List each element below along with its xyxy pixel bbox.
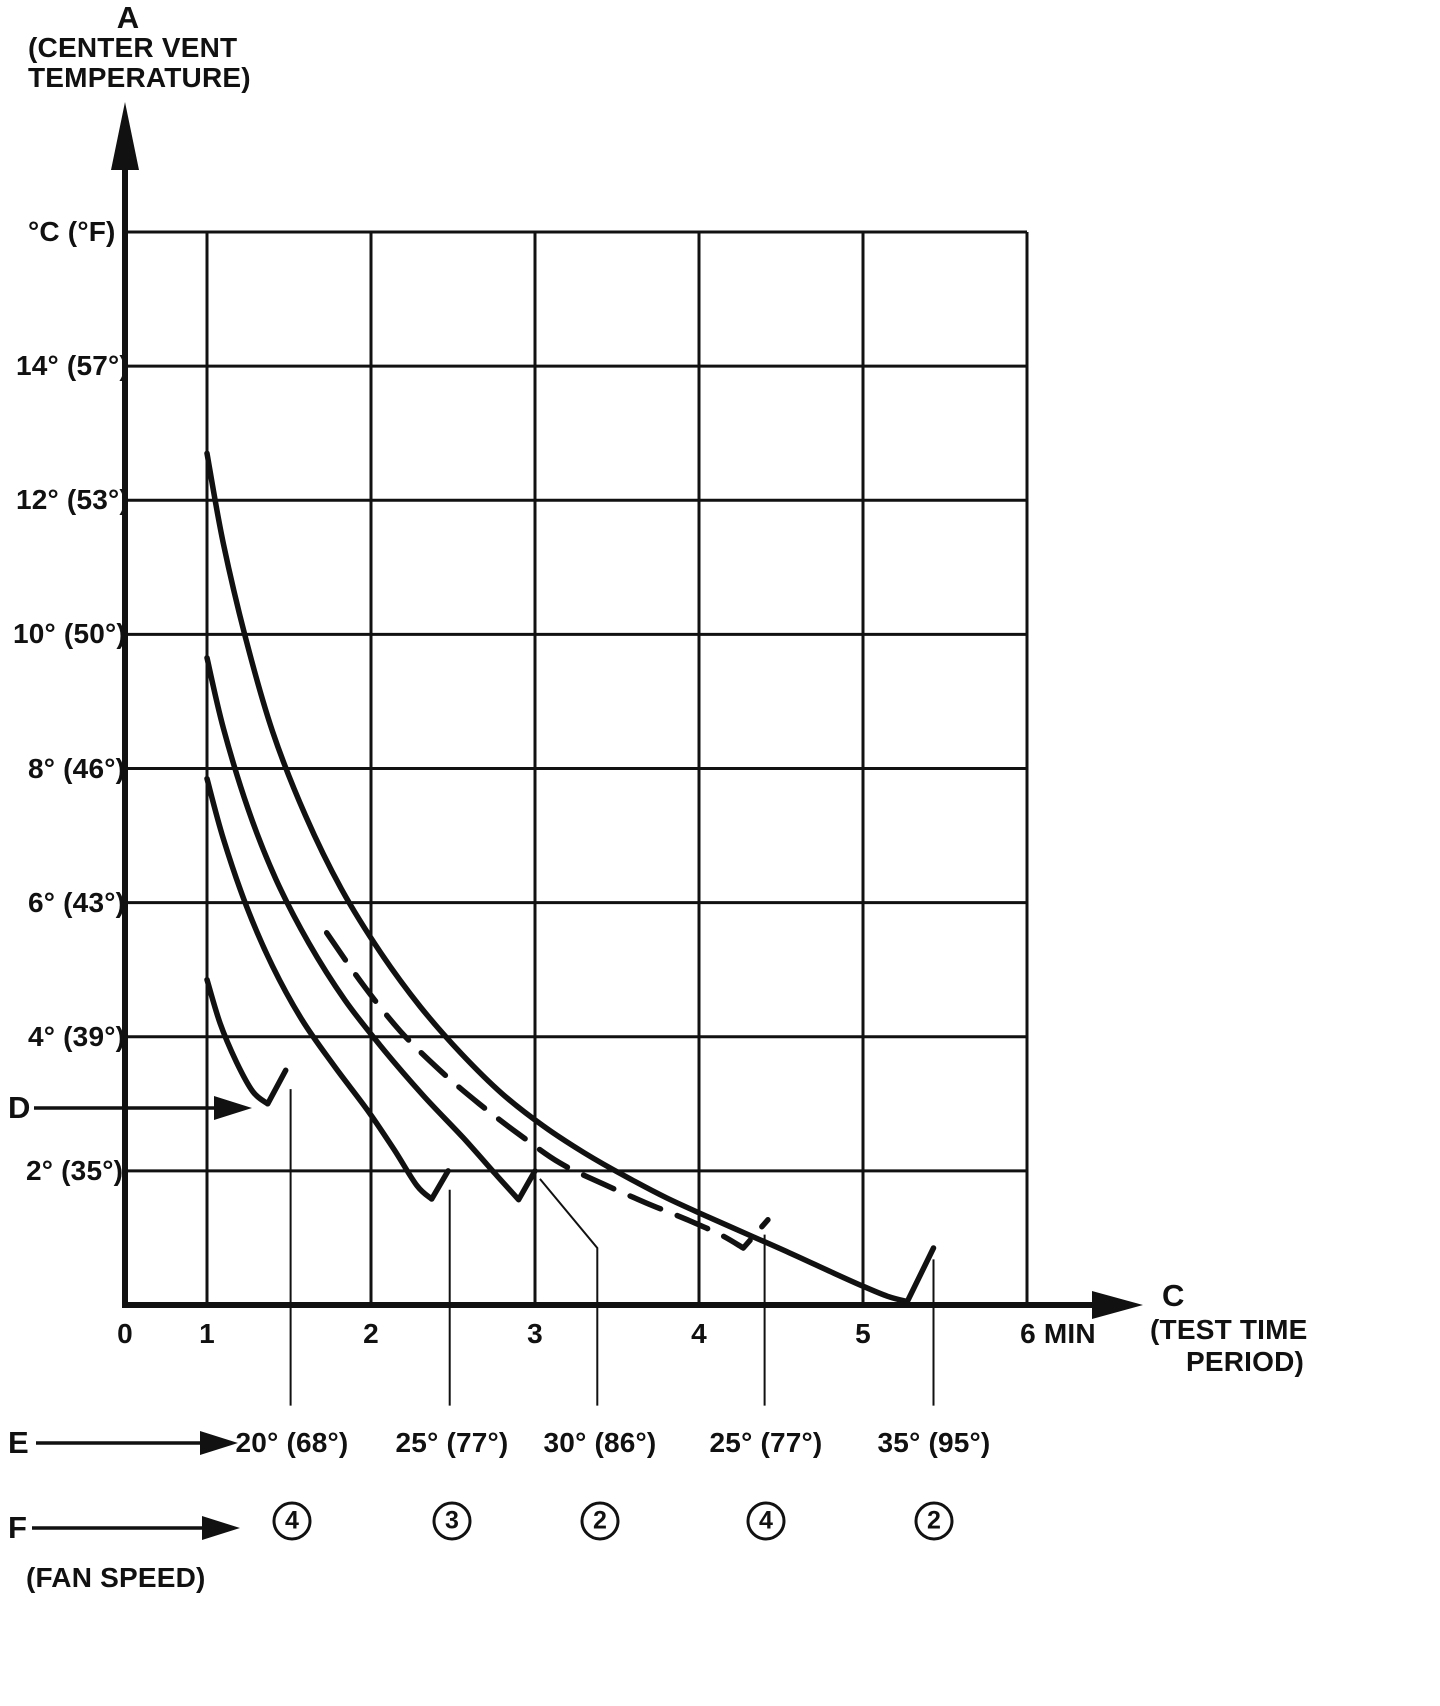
pointer-arrowhead-D: [214, 1096, 252, 1120]
curve-25c-fan4: [323, 930, 771, 1251]
y-axis-arrowhead: [111, 102, 139, 170]
fan-speed-circle-3: 4: [746, 1501, 786, 1541]
curve-20c-fan4: [204, 976, 289, 1107]
axis-a-caption-line1: (CENTER VENT: [28, 32, 238, 63]
axis-a-letter: A: [116, 0, 140, 35]
ambient-label-3: 25° (77°): [709, 1427, 823, 1458]
ambient-label-4: 35° (95°): [877, 1427, 991, 1458]
fan-speed-circle-0: 4: [272, 1501, 312, 1541]
curve-35c-fan2: [204, 450, 937, 1305]
x-tick-6min: 6 MIN: [1020, 1318, 1096, 1349]
ambient-label-2: 30° (86°): [543, 1427, 657, 1458]
y-tick-label-10: 10° (50°): [13, 618, 126, 649]
x-tick-5: 5: [855, 1318, 871, 1349]
axis-a-caption-line2: TEMPERATURE): [28, 62, 251, 93]
curve-30c-fan2: [204, 655, 538, 1203]
y-axis-unit-label: °C (°F): [28, 216, 116, 247]
axis-c-caption-line1: (TEST TIME: [1150, 1314, 1308, 1345]
pointer-label-d: D: [8, 1090, 31, 1125]
ambient-label-0: 20° (68°): [235, 1427, 349, 1458]
pointer-arrowhead-E: [200, 1431, 238, 1455]
x-tick-0: 0: [117, 1318, 133, 1349]
leader-line-2: [539, 1178, 599, 1406]
fan-speed-value: 2: [927, 1506, 941, 1535]
x-tick-1: 1: [199, 1318, 215, 1349]
fan-speed-value: 2: [593, 1506, 607, 1535]
fan-speed-value: 3: [445, 1506, 459, 1535]
y-tick-label-6: 6° (43°): [28, 887, 126, 918]
x-tick-4: 4: [691, 1318, 707, 1349]
pointer-arrowhead-F: [202, 1516, 240, 1540]
fan-speed-value: 4: [285, 1506, 299, 1535]
y-tick-label-4: 4° (39°): [28, 1021, 126, 1052]
y-tick-label-14: 14° (57°): [16, 350, 129, 381]
x-tick-2: 2: [363, 1318, 379, 1349]
fan-speed-circle-2: 2: [580, 1501, 620, 1541]
pointer-label-e: E: [8, 1425, 29, 1460]
y-tick-label-8: 8° (46°): [28, 753, 126, 784]
axis-c-letter: C: [1162, 1278, 1185, 1313]
fan-speed-circle-4: 2: [914, 1501, 954, 1541]
y-tick-label-12: 12° (53°): [16, 484, 129, 515]
pointer-label-f: F: [8, 1510, 28, 1545]
fan-speed-caption: (FAN SPEED): [26, 1562, 206, 1593]
curve-25c-fan3: [204, 775, 451, 1202]
y-tick-label-2: 2° (35°): [26, 1155, 124, 1186]
fan-speed-circle-1: 3: [432, 1501, 472, 1541]
axis-c-caption-line2: PERIOD): [1186, 1346, 1305, 1377]
x-tick-3: 3: [527, 1318, 543, 1349]
x-axis-arrowhead: [1092, 1291, 1143, 1319]
fan-speed-value: 4: [759, 1506, 773, 1535]
ambient-label-1: 25° (77°): [395, 1427, 509, 1458]
